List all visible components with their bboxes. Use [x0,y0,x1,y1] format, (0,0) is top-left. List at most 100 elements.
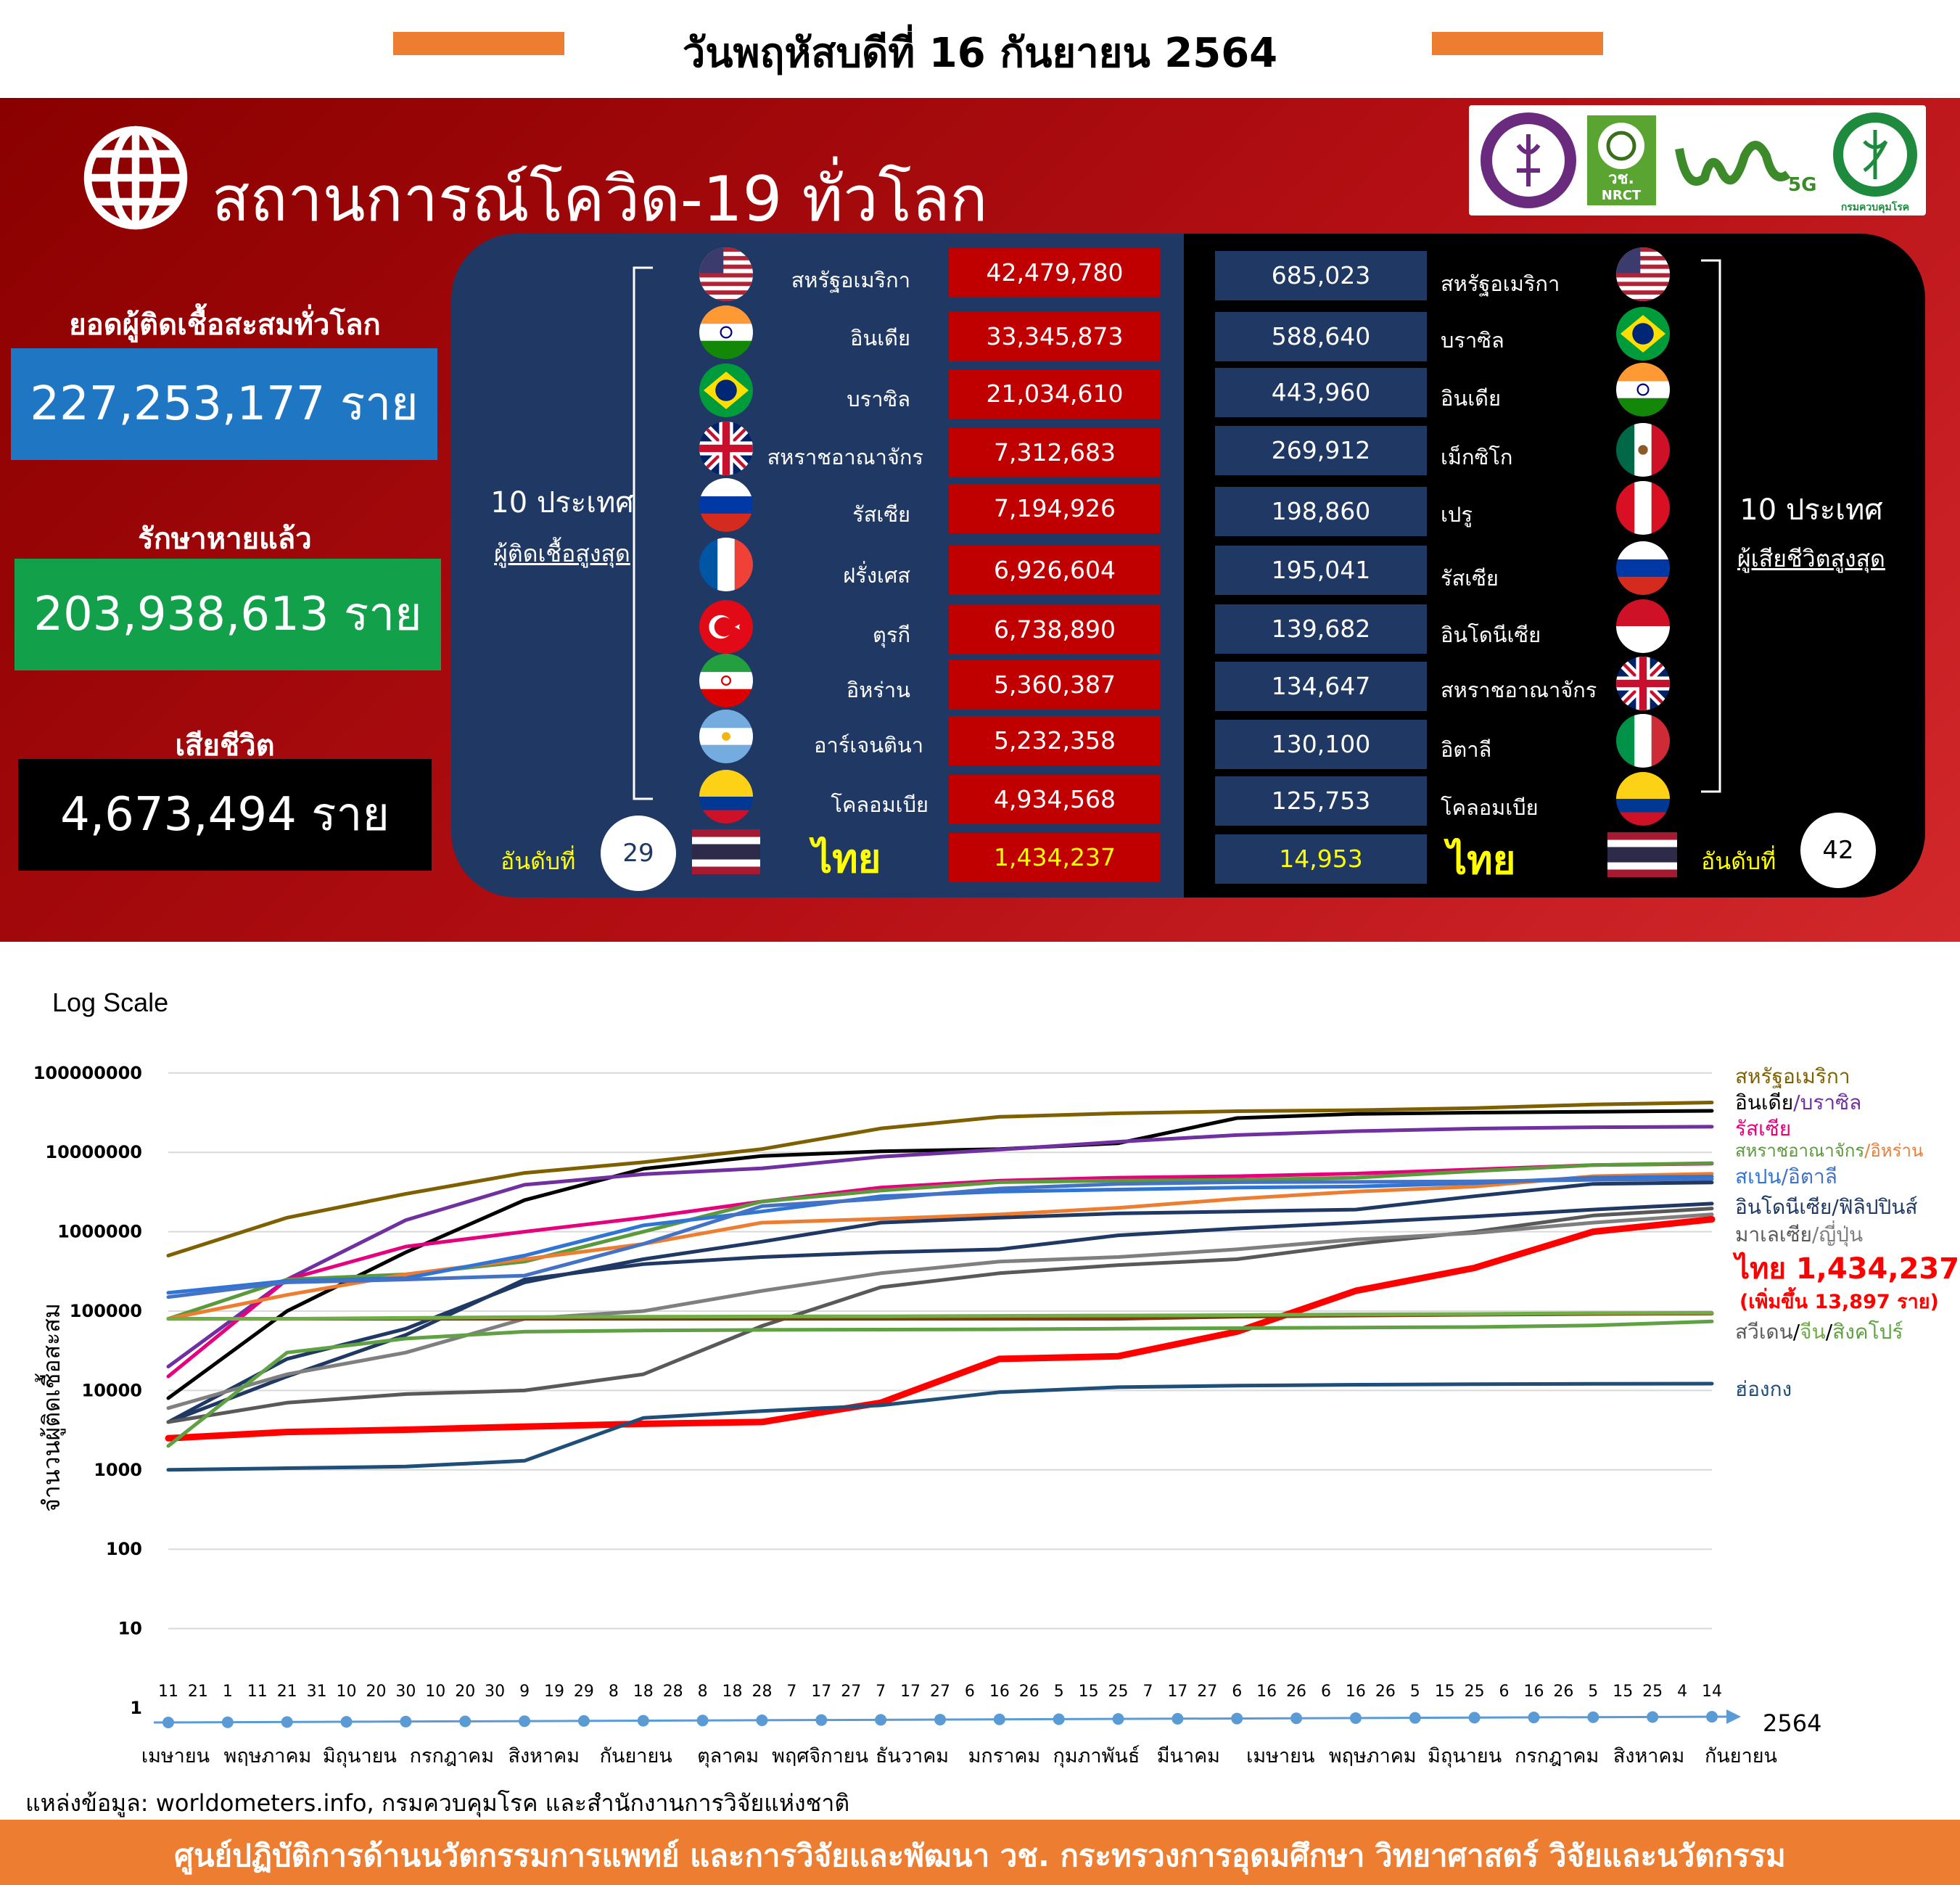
cases-value-10: 4,934,568 [949,775,1161,824]
timeline-dot [696,1714,709,1727]
timeline-dot [519,1715,531,1728]
x-day-tick: 6 [1321,1683,1331,1701]
cases-country-9: อาร์เจนตินา [814,733,923,757]
series-line [166,1310,1714,1321]
x-month-tick: พฤศจิกายน [772,1745,868,1767]
svg-text:กรมควบคุมโรค: กรมควบคุมโรค [1841,200,1909,213]
colombia-flag-icon [1616,772,1670,826]
cases-rank-circle: 29 [601,816,676,891]
page-title: สถานการณ์โควิด-19 ทั่วโลก [212,163,988,236]
timeline-dot [1349,1712,1362,1724]
logo-strip: วช. NRCT 5G กรมควบคุมโรค [1469,105,1926,215]
x-day-tick: 6 [1499,1683,1510,1701]
brazil-flag-icon [1616,307,1670,361]
timeline-dot [1290,1712,1303,1725]
deaths-country-3: อินเดีย [1441,386,1501,411]
legend-thailand-increase: (เพิ่มขึ้น 13,897 ราย) [1739,1291,1939,1313]
legend-hongkong: ฮ่องกง [1735,1377,1792,1401]
svg-text:5G: 5G [1788,174,1816,196]
decor-bar-left [393,32,564,55]
legend-indonesia-philippines: อินโดนีเซีย/ฟิลิปปินส์ [1735,1195,1918,1219]
legend-malaysia-japan: มาเลเซีย/ญี่ปุ่น [1735,1223,1864,1247]
thailand-flag-icon [1607,832,1677,877]
timeline-dot [162,1717,174,1728]
chart-series [165,1101,1716,1472]
data-source: แหล่งข้อมูล: worldometers.info, กรมควบคุ… [25,1789,850,1817]
us-flag-icon [1616,247,1670,301]
legend-spain-italy: สเปน/อิตาลี [1735,1165,1837,1188]
x-day-tick: 10 [425,1683,445,1701]
cases-country-1: สหรัฐอเมริกา [791,268,910,292]
cases-value-1: 42,479,780 [949,248,1161,297]
cases-country-10: โคลอมเบีย [831,792,928,817]
series-line [166,1125,1714,1368]
y-tick-label: 100 [106,1539,142,1559]
x-month-tick: มิถุนายน [1428,1745,1502,1768]
timeline-dot [1409,1712,1421,1724]
x-day-tick: 16 [1523,1683,1544,1701]
x-day-tick: 14 [1702,1683,1722,1701]
y-tick-label: 10 [118,1619,142,1639]
x-day-tick: 15 [1079,1683,1099,1701]
timeline-arrow [1726,1709,1741,1724]
x-day-tick: 7 [876,1683,886,1701]
x-day-tick: 6 [965,1683,975,1701]
cases-value-7: 6,738,890 [949,605,1161,654]
cases-country-4: สหราชอาณาจักร [767,445,923,469]
cases-value-3: 21,034,610 [949,369,1161,419]
date-header [0,0,1960,98]
y-axis-ticks: 100000000 10000000 1000000 100000 10000 1000 1… [33,1063,142,1718]
cases-country-8: อิหร่าน [846,678,910,702]
timeline-dot [459,1715,472,1728]
timeline-dot [281,1716,293,1728]
svg-text:NRCT: NRCT [1602,188,1642,203]
series-line [166,1212,1714,1410]
x-day-tick: 28 [663,1683,683,1701]
x-day-tick: 16 [1346,1683,1366,1701]
svg-text:วช.: วช. [1608,170,1634,188]
deaths-value-4: 269,912 [1215,426,1427,475]
series-line [166,1101,1714,1257]
log-scale-chart: Log Scale 100000000100000001000000100000… [33,987,1822,1768]
footer-bar [0,1820,1960,1885]
x-day-tick: 8 [609,1683,619,1701]
x-month-tick: สิงหาคม [1613,1745,1684,1767]
x-day-tick: 17 [900,1683,921,1701]
deaths-value-5: 198,860 [1215,487,1427,536]
cases-value-8: 5,360,387 [949,660,1161,710]
top-deaths-heading: 10 ประเทศ [1739,493,1883,527]
cases-label: ยอดผู้ติดเชื้อสะสมทั่วโลก [69,308,381,342]
x-day-tick: 26 [1375,1683,1396,1701]
timeline-dot [1468,1712,1481,1724]
timeline-dot [993,1713,1005,1725]
timeline-dot [1706,1711,1718,1723]
deaths-value-7: 139,682 [1215,604,1427,654]
partner-logos: วช. NRCT 5G กรมควบคุมโรค [1481,112,1917,213]
x-month-tick: กรกฎาคม [410,1745,494,1767]
timeline-dot [1231,1712,1243,1725]
x-month-tick: มกราคม [968,1745,1041,1767]
x-day-tick: 21 [188,1683,208,1701]
x-month-tick: กรกฎาคม [1515,1745,1599,1767]
y-tick-label: 10000 [82,1380,143,1400]
x-month-tick: มิถุนายน [323,1745,397,1768]
timeline-dot [1053,1713,1065,1725]
deaths-value-3: 443,960 [1215,368,1427,417]
cases-total: 227,253,177 ราย [11,348,437,460]
x-axis: 11 21 1 11 21 31 10 20 30 10 20 30 9 19 29 8 18 28 8 18 28 7 1… [141,1683,1822,1768]
x-day-tick: 21 [277,1683,297,1701]
recovered-total: 203,938,613 ราย [15,559,441,670]
cases-thai-value: 1,434,237 [949,833,1161,882]
timeline-dot [934,1714,946,1726]
series-line [166,1172,1714,1321]
deaths-country-9: อิตาลี [1441,737,1492,762]
cases-rank-label: อันดับที่ [501,847,576,875]
series-line [166,1180,1714,1424]
x-day-tick: 5 [1588,1683,1598,1701]
x-day-tick: 26 [1553,1683,1573,1701]
date-title: วันพฤหัสบดีที่ 16 กันยายน 2564 [682,30,1278,77]
timeline-dot [1172,1712,1184,1725]
indonesia-flag-icon [1616,599,1670,653]
x-day-tick: 10 [337,1683,357,1701]
x-day-tick: 20 [366,1683,386,1701]
